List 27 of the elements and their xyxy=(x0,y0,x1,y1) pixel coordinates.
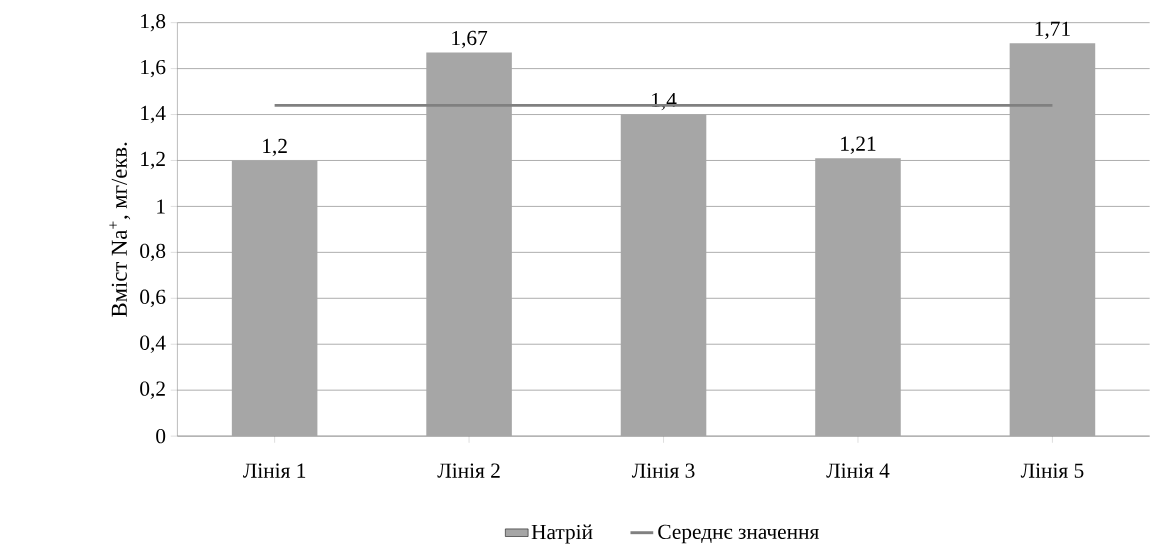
y-tick-label: 1,4 xyxy=(141,105,166,124)
bar xyxy=(1009,43,1096,437)
bar xyxy=(620,114,707,437)
y-tick-label: 0 xyxy=(156,428,166,444)
legend-label: Натрій xyxy=(531,524,593,544)
data-label: 1,67 xyxy=(452,30,488,49)
y-tick-label: 1,2 xyxy=(141,151,165,170)
y-tick-label: 0,4 xyxy=(140,335,166,353)
y-tick-label: 1 xyxy=(157,199,165,214)
y-tick-label: 1,6 xyxy=(141,59,166,78)
x-tick-label: Лінія 2 xyxy=(437,463,500,478)
bar xyxy=(815,158,901,437)
y-tick-label: 1,8 xyxy=(141,13,166,32)
data-label: 1,71 xyxy=(1035,21,1070,40)
x-tick-label: Лінія 5 xyxy=(1020,463,1084,478)
bar xyxy=(231,160,318,437)
y-axis-title: Вміст Na$^{+}$, мг/екв. xyxy=(109,142,131,317)
y-tick-label: 0,8 xyxy=(140,243,166,262)
data-label: 1,2 xyxy=(263,138,287,157)
x-tick-label: Лінія 4 xyxy=(826,463,890,478)
y-tick-label: 0,6 xyxy=(140,289,166,307)
x-tick-label: Лінія 1 xyxy=(243,463,306,478)
x-tick-label: Лінія 3 xyxy=(631,463,695,478)
bar xyxy=(426,52,512,437)
y-tick-label: 0,2 xyxy=(140,381,165,399)
legend-label: Середнє значення xyxy=(658,524,819,544)
data-label: 1,21 xyxy=(841,136,876,154)
